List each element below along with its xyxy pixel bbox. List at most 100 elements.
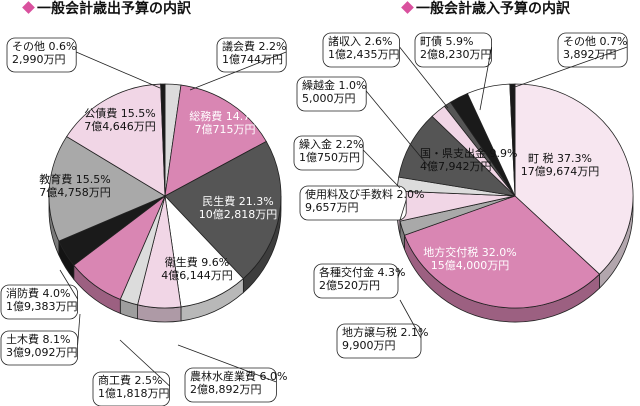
leader-line bbox=[365, 90, 431, 169]
slice-amount: 2億520万円 bbox=[319, 279, 380, 292]
slice-amount: 4億7,942万円 bbox=[420, 160, 492, 173]
slice-name-percent: 繰越金 1.0% bbox=[302, 78, 366, 92]
leader-line bbox=[399, 199, 407, 221]
slice-name-percent: 国・県支出金 9.9% bbox=[420, 146, 517, 160]
label-callout-box bbox=[293, 135, 364, 171]
revenue-label: 各種交付金 4.3%2億520万円 bbox=[313, 263, 405, 299]
slice-name-percent: 使用料及び手数料 2.0% bbox=[305, 187, 424, 201]
revenue-label: 国・県支出金 9.9%4億7,942万円 bbox=[420, 146, 517, 173]
title-diamond-icon bbox=[401, 1, 414, 14]
revenue-pie-top bbox=[396, 83, 634, 309]
revenue-label: 町債 5.9%2億8,230万円 bbox=[414, 32, 492, 111]
revenue-label: 使用料及び手数料 2.0%9,657万円 bbox=[299, 185, 424, 221]
revenue-label: 地方交付税 32.0%15億4,000万円 bbox=[423, 245, 516, 272]
expenditure-slice bbox=[160, 83, 166, 197]
slice-name-percent: 地方交付税 32.0% bbox=[423, 245, 516, 259]
slice-name-percent: 教育費 15.5% bbox=[39, 172, 110, 186]
slice-amount: 10億2,818万円 bbox=[199, 208, 278, 221]
expenditure-title-group: 一般会計歳出予算の内訳 bbox=[22, 0, 192, 17]
revenue-label: その他 0.7%3,892万円 bbox=[511, 32, 628, 89]
revenue-slice bbox=[403, 195, 601, 309]
revenue-label: 町 税 37.3%17億9,674万円 bbox=[521, 151, 600, 178]
slice-name-percent: 町 税 37.3% bbox=[528, 151, 592, 165]
slice-amount: 2,990万円 bbox=[12, 53, 66, 66]
expenditure-slice bbox=[164, 84, 267, 197]
title-diamond-icon bbox=[22, 1, 35, 14]
label-callout-box bbox=[299, 185, 407, 221]
slice-amount: 9,657万円 bbox=[305, 201, 359, 214]
slice-name-percent: 町債 5.9% bbox=[420, 34, 473, 48]
expenditure-label: 農林水産業費 6.0%2億8,892万円 bbox=[177, 344, 287, 403]
slice-amount: 4億6,144万円 bbox=[161, 269, 233, 282]
slice-name-percent: 農林水産業費 6.0% bbox=[190, 369, 287, 383]
slice-amount: 1億750万円 bbox=[299, 151, 360, 164]
label-callout-box bbox=[92, 371, 170, 406]
slice-name-percent: 繰入金 2.2% bbox=[299, 137, 363, 151]
label-callout-box bbox=[184, 367, 277, 403]
leader-line bbox=[77, 313, 81, 346]
expenditure-slice bbox=[164, 140, 282, 280]
label-callout-box bbox=[313, 263, 399, 299]
slice-amount: 2億8,892万円 bbox=[190, 383, 262, 396]
label-callout-box bbox=[0, 330, 78, 366]
slice-name-percent: その他 0.6% bbox=[12, 40, 76, 53]
label-callout-box bbox=[6, 37, 77, 73]
label-callout-box bbox=[336, 323, 422, 359]
revenue-label: 繰入金 2.2%1億750万円 bbox=[293, 135, 401, 189]
expenditure-label: その他 0.6%2,990万円 bbox=[6, 37, 161, 89]
leader-line bbox=[399, 299, 422, 339]
slice-name-percent: 地方譲与税 2.1% bbox=[342, 325, 428, 339]
slice-name-percent: 議会費 2.2% bbox=[222, 39, 286, 53]
slice-amount: 2億8,230万円 bbox=[420, 48, 492, 61]
leader-line bbox=[189, 51, 287, 91]
revenue-slice bbox=[514, 83, 634, 275]
label-callout-box bbox=[414, 32, 492, 68]
label-callout-box bbox=[216, 37, 287, 73]
label-callout-box bbox=[557, 32, 628, 68]
leader-line bbox=[362, 149, 401, 189]
expenditure-slice bbox=[66, 83, 166, 197]
leader-line bbox=[59, 269, 78, 300]
slice-name-percent: 商工費 2.5% bbox=[98, 373, 162, 387]
expenditure-label: 公債費 15.5%7億4,646万円 bbox=[84, 106, 156, 133]
leader-line bbox=[76, 51, 161, 89]
leader-line bbox=[399, 46, 449, 109]
slice-name-percent: 総務費 14.7% bbox=[189, 109, 260, 123]
leader-line bbox=[511, 46, 628, 89]
expenditure-pie-top bbox=[48, 83, 282, 309]
label-callout-box bbox=[296, 76, 367, 112]
leader-line bbox=[177, 344, 277, 383]
revenue-pie bbox=[396, 83, 634, 323]
slice-name-percent: その他 0.7% bbox=[563, 35, 627, 48]
expenditure-label: 教育費 15.5%7億4,758万円 bbox=[39, 172, 111, 199]
revenue-label: 諸収入 2.6%1億2,435万円 bbox=[322, 32, 449, 109]
slice-name-percent: 諸収入 2.6% bbox=[328, 34, 392, 48]
slice-amount: 9,900万円 bbox=[342, 339, 396, 352]
slice-name-percent: 公債費 15.5% bbox=[84, 106, 155, 120]
slice-amount: 3億9,092万円 bbox=[6, 346, 78, 359]
expenditure-label: 商工費 2.5%1億1,818万円 bbox=[92, 339, 170, 406]
leader-line bbox=[119, 339, 170, 387]
slice-amount: 1億9,383万円 bbox=[6, 300, 78, 313]
slice-amount: 7億4,758万円 bbox=[39, 186, 111, 199]
revenue-title-group: 一般会計歳入予算の内訳 bbox=[401, 0, 571, 17]
slice-amount: 7億4,646万円 bbox=[84, 120, 156, 133]
slice-name-percent: 土木費 8.1% bbox=[6, 332, 70, 346]
revenue-slice bbox=[509, 83, 516, 197]
slice-amount: 1億744万円 bbox=[222, 53, 283, 66]
expenditure-slice bbox=[48, 136, 166, 242]
slice-amount: 17億9,674万円 bbox=[521, 165, 600, 178]
slice-amount: 5,000万円 bbox=[302, 92, 356, 105]
slice-amount: 1億2,435万円 bbox=[328, 48, 400, 61]
slice-amount: 1億1,818万円 bbox=[98, 387, 170, 400]
expenditure-label: 消防費 4.0%1億9,383万円 bbox=[0, 269, 78, 320]
leader-line bbox=[479, 46, 492, 111]
revenue-label: 繰越金 1.0%5,000万円 bbox=[296, 76, 431, 169]
label-callout-box bbox=[0, 284, 78, 320]
expenditure-label: 民生費 21.3%10億2,818万円 bbox=[199, 194, 278, 221]
expenditure-label: 総務費 14.7%7億715万円 bbox=[189, 109, 260, 136]
expenditure-pie bbox=[48, 83, 282, 323]
slice-name-percent: 消防費 4.0% bbox=[6, 286, 70, 300]
